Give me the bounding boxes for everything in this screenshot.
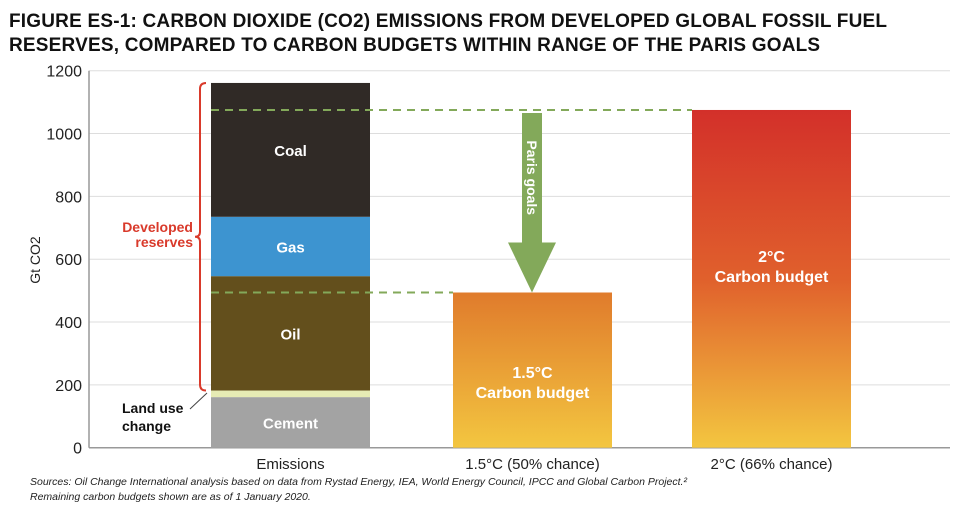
y-tick-label: 1000	[46, 127, 82, 144]
title-line-2: RESERVES, COMPARED TO CARBON BUDGETS WIT…	[9, 35, 821, 56]
land-use-label: Land use	[122, 400, 184, 416]
bar-segment-oil	[211, 276, 370, 391]
budget-label: Carbon budget	[476, 385, 590, 402]
sources-line-1: Sources: Oil Change International analys…	[30, 476, 687, 488]
y-tick-label: 0	[73, 441, 82, 458]
developed-reserves-brace	[194, 81, 207, 392]
budget-bar	[692, 109, 851, 448]
arrow-label: Paris goals	[524, 140, 540, 215]
y-tick-label: 600	[55, 252, 82, 269]
y-tick-label: 400	[55, 315, 82, 332]
y-tick-label: 800	[55, 189, 82, 206]
developed-reserves-label: Developed	[122, 219, 193, 235]
y-axis-label: Gt CO2	[27, 236, 43, 284]
sources-line-2: Remaining carbon budgets shown are as of…	[30, 491, 311, 503]
segment-label: Cement	[263, 415, 318, 432]
y-tick-label: 1200	[46, 64, 82, 81]
x-tick-label: 1.5°C (50% chance)	[465, 456, 599, 473]
y-tick-label: 200	[55, 378, 82, 395]
bar-segment-cement	[211, 397, 370, 448]
paris-goals-arrow	[508, 112, 556, 293]
budget-label: 2°C	[758, 249, 785, 266]
segment-label: Oil	[280, 326, 300, 343]
segment-label: Gas	[276, 239, 304, 256]
bar-segment-gas	[211, 216, 370, 277]
chart-title: FIGURE ES-1: CARBON DIOXIDE (CO2) EMISSI…	[9, 10, 887, 58]
x-tick-label: Emissions	[256, 456, 324, 473]
developed-reserves-label: reserves	[135, 234, 193, 250]
land-use-leader-line	[189, 392, 208, 410]
sources-note: Sources: Oil Change International analys…	[30, 475, 687, 505]
segment-label: Coal	[274, 143, 307, 160]
land-use-label: change	[122, 418, 171, 434]
budget-label: Carbon budget	[715, 269, 829, 286]
budget-label: 1.5°C	[512, 365, 553, 382]
bar-segment-land-use-change	[211, 390, 370, 398]
title-line-1: FIGURE ES-1: CARBON DIOXIDE (CO2) EMISSI…	[9, 11, 888, 32]
bar-segment-coal	[211, 82, 370, 217]
budget-bar	[453, 292, 612, 448]
x-tick-label: 2°C (66% chance)	[711, 456, 833, 473]
